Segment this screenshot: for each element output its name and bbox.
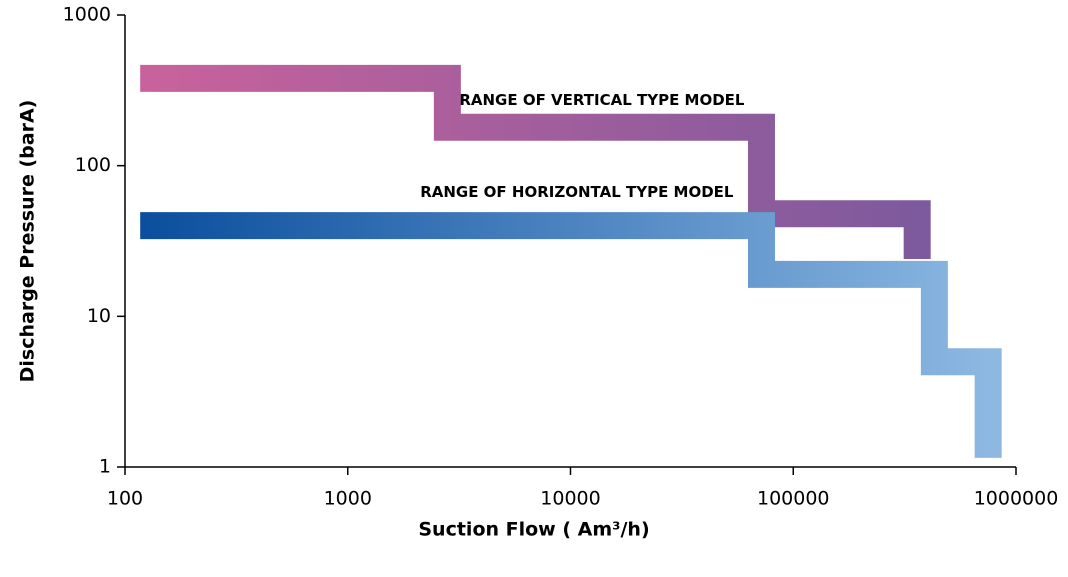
x-tick-label: 100000: [757, 488, 830, 510]
range-band: [140, 64, 931, 260]
x-tick-label: 100: [107, 488, 143, 510]
range-band: [140, 212, 1002, 458]
y-tick-label: 100: [75, 154, 111, 176]
y-axis-label: Discharge Pressure (barA): [17, 100, 39, 383]
x-tick-label: 1000: [324, 488, 372, 510]
series-label: RANGE OF VERTICAL TYPE MODEL: [459, 91, 745, 109]
x-tick-label: 1000000: [974, 488, 1059, 510]
series-label: RANGE OF HORIZONTAL TYPE MODEL: [420, 183, 734, 201]
y-tick-label: 10: [87, 305, 111, 327]
x-tick-label: 10000: [540, 488, 600, 510]
y-tick-label: 1000: [63, 4, 111, 26]
y-tick-label: 1: [99, 456, 111, 478]
x-axis-label: Suction Flow ( Am³/h): [418, 519, 649, 541]
